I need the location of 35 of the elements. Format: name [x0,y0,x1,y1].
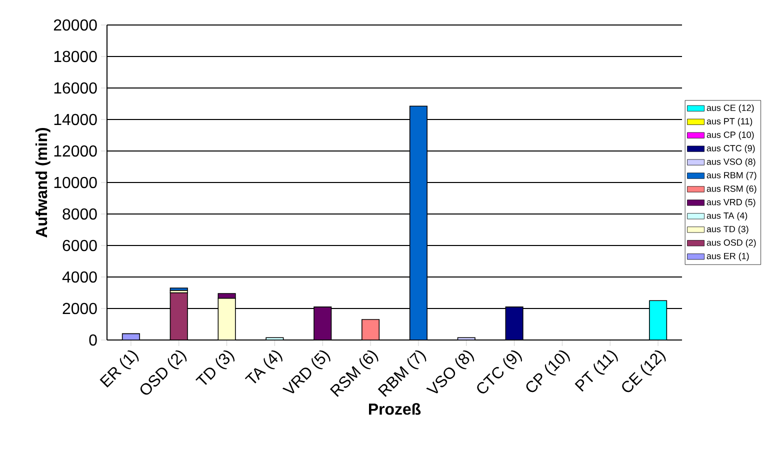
y-tick-label: 12000 [54,145,97,157]
y-tick-label: 14000 [54,114,97,126]
x-tick-label: VRD (5) [282,350,330,394]
y-axis-title: Aufwand (min) [35,128,50,238]
legend-label: aus VRD (5) [706,198,756,208]
legend-label: aus RSM (6) [706,185,756,194]
x-tick-label: PT (11) [574,350,618,392]
y-tick-label: 10000 [54,176,97,188]
legend-label: aus RBM (7) [706,172,756,180]
bar [170,288,188,291]
legend-label: aus TA (4) [706,212,748,221]
x-axis-title: Prozeß [368,403,421,415]
legend-label: aus PT (11) [706,118,752,126]
x-tick-label: CP (10) [526,350,570,392]
x-tick-label: TA (4) [244,350,282,384]
y-tick-label: 20000 [54,19,97,31]
legend-label: aus CTC (9) [706,144,755,154]
x-tick-label: TD (3) [196,350,235,385]
x-tick-label: CTC (9) [477,350,522,394]
y-tick-label: 16000 [54,82,97,94]
y-tick-label: 4000 [62,271,97,283]
legend-label: aus CE (12) [706,104,754,113]
x-tick-label: ER (1) [100,350,139,388]
x-tick-label: VSO (8) [426,350,474,394]
legend-label: aus TD (3) [706,226,748,234]
y-tick-label: 0 [89,334,97,346]
y-tick-label: 18000 [54,50,97,62]
x-tick-label: CE (12) [622,350,666,392]
y-tick-label: 2000 [62,302,97,314]
legend-label: aus CP (10) [706,131,754,140]
legend-label: aus VSO (8) [706,158,756,167]
y-tick-label: 8000 [62,208,97,220]
y-tick-label: 6000 [62,240,97,252]
legend-label: aus ER (1) [706,252,749,261]
legend-label: aus OSD (2) [706,239,756,248]
